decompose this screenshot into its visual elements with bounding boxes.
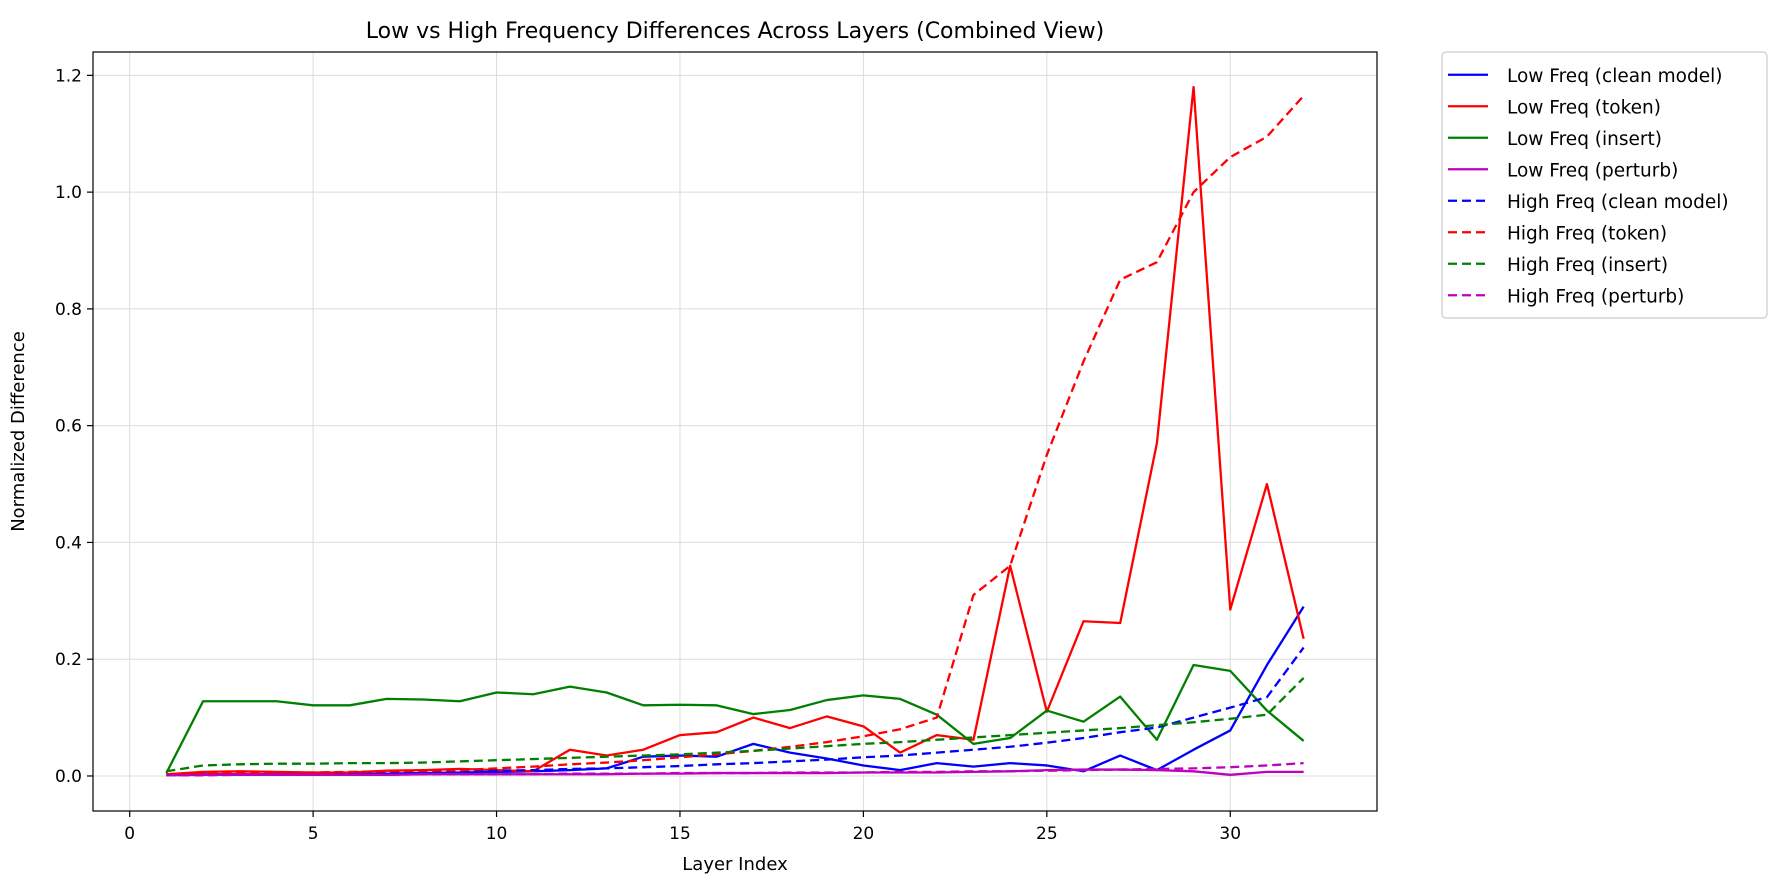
legend-label: Low Freq (clean model): [1507, 66, 1723, 87]
legend-box: [1441, 51, 1768, 319]
legend-label: Low Freq (insert): [1507, 129, 1662, 150]
series-line-high-freq-insert: [166, 677, 1305, 773]
plot-frame: [92, 51, 1378, 812]
legend-label: High Freq (clean model): [1507, 192, 1729, 213]
y-tick-label: 1.0: [55, 183, 82, 203]
chart-title: Low vs High Frequency Differences Across…: [366, 19, 1105, 44]
x-tick-label: 30: [1219, 824, 1241, 844]
x-tick-label: 10: [486, 824, 508, 844]
legend-label: High Freq (insert): [1507, 255, 1668, 276]
legend-label: Low Freq (token): [1507, 97, 1661, 118]
y-axis: 0.0 0.2 0.4 0.6 0.8 1.0 1.2: [55, 66, 93, 787]
legend-label: Low Freq (perturb): [1507, 160, 1678, 181]
series-line-high-freq-token: [166, 95, 1305, 776]
y-tick-label: 0.8: [55, 300, 82, 320]
y-tick-label: 0.0: [55, 767, 82, 787]
x-tick-label: 20: [853, 824, 875, 844]
series-line-high-freq-perturb: [166, 761, 1304, 777]
x-tick-label: 25: [1036, 824, 1058, 844]
legend-label: High Freq (perturb): [1507, 286, 1684, 307]
y-axis-label: Normalized Difference: [8, 331, 29, 532]
series-line-low-freq-insert: [165, 663, 1305, 774]
x-tick-label: 15: [669, 824, 691, 844]
y-tick-label: 0.4: [55, 533, 82, 553]
x-tick-label: 5: [308, 824, 319, 844]
legend-label: High Freq (token): [1507, 223, 1667, 244]
series-line-high-freq-clean-model: [166, 646, 1305, 776]
y-tick-label: 1.2: [55, 66, 82, 86]
grid: [93, 52, 1377, 811]
x-axis: 0 5 10 15 20 25 30: [124, 811, 1241, 844]
x-tick-label: 0: [124, 824, 135, 844]
y-tick-label: 0.6: [55, 417, 82, 437]
y-tick-label: 0.2: [55, 650, 82, 670]
legend: Low Freq (clean model) Low Freq (token) Lo…: [1441, 51, 1768, 319]
x-axis-label: Layer Index: [682, 854, 788, 875]
series-layer: [165, 85, 1305, 777]
